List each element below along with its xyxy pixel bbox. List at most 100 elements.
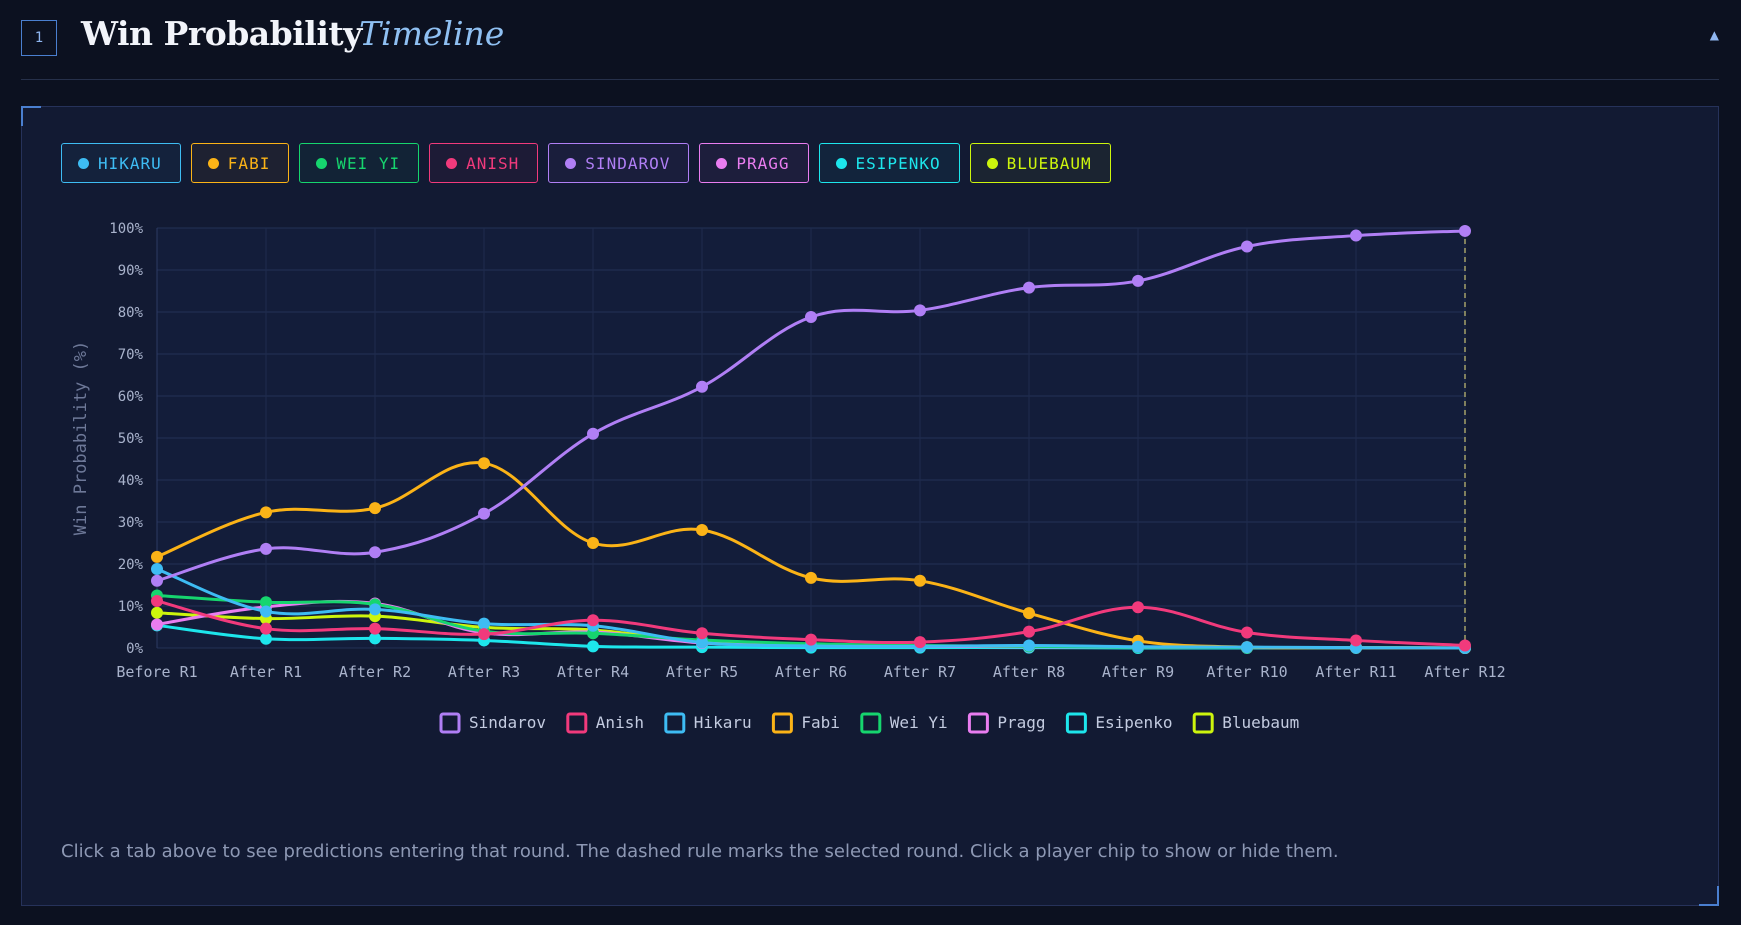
chart-panel: HIKARU FABI WEI YI ANISH SINDAROV PRAGG ESIPEN…: [21, 106, 1719, 906]
data-point-fabi: [587, 537, 599, 549]
data-point-sindarov: [914, 304, 926, 317]
chip-label: SINDAROV: [585, 153, 671, 173]
data-point-sindarov: [478, 507, 490, 520]
data-point-sindarov: [1350, 229, 1362, 242]
data-point-hikaru: [1023, 639, 1035, 652]
section-number: 1: [21, 20, 57, 56]
x-tick-label: After R7: [884, 663, 956, 681]
data-point-sindarov: [1023, 281, 1035, 294]
data-point-bluebaum: [151, 606, 163, 619]
legend-label-sindarov[interactable]: Sindarov: [469, 713, 546, 732]
legend-swatch-hikaru[interactable]: [664, 712, 686, 734]
dot-icon: [835, 157, 847, 169]
legend-label-fabi[interactable]: Fabi: [801, 713, 840, 732]
legend-swatch-bluebaum[interactable]: [1192, 712, 1214, 734]
page-subtitle: Timeline: [359, 14, 505, 53]
legend-swatch-sindarov[interactable]: [439, 712, 461, 734]
legend-label-wei-yi[interactable]: Wei Yi: [890, 713, 948, 732]
help-text: Click a tab above to see predictions ent…: [61, 841, 1339, 862]
legend-label-hikaru[interactable]: Hikaru: [694, 713, 752, 732]
player-chip-pragg[interactable]: PRAGG: [699, 143, 809, 183]
legend-label-esipenko[interactable]: Esipenko: [1095, 713, 1172, 732]
data-point-hikaru: [1132, 640, 1144, 653]
legend-label-bluebaum[interactable]: Bluebaum: [1222, 713, 1299, 732]
y-tick-label: 30%: [118, 515, 144, 531]
data-point-hikaru: [478, 617, 490, 630]
data-point-fabi: [151, 550, 163, 563]
legend-swatch-anish[interactable]: [566, 712, 588, 734]
data-point-anish: [1132, 601, 1144, 614]
y-tick-label: 70%: [118, 347, 144, 363]
legend-swatch-wei-yi[interactable]: [860, 712, 882, 734]
data-point-hikaru: [696, 636, 708, 649]
x-tick-label: After R10: [1206, 663, 1287, 681]
data-point-fabi: [805, 571, 817, 584]
data-point-sindarov: [587, 427, 599, 440]
data-point-hikaru: [369, 603, 381, 616]
data-point-sindarov: [1241, 240, 1253, 253]
x-tick-label: Before R1: [116, 663, 197, 681]
chip-label: FABI: [227, 153, 271, 173]
corner-accent: [1699, 886, 1719, 906]
player-chip-wei-yi[interactable]: WEI YI: [299, 143, 420, 183]
data-point-sindarov: [151, 574, 163, 587]
data-point-sindarov: [369, 546, 381, 559]
dot-icon: [207, 157, 219, 169]
data-point-anish: [1023, 625, 1035, 638]
data-point-fabi: [696, 523, 708, 536]
data-point-anish: [478, 628, 490, 641]
data-point-anish: [805, 633, 817, 646]
chip-label: PRAGG: [736, 153, 790, 173]
data-point-anish: [1459, 639, 1471, 652]
y-tick-label: 80%: [118, 305, 144, 321]
player-chip-anish[interactable]: ANISH: [429, 143, 539, 183]
data-point-esipenko: [260, 632, 272, 645]
x-tick-label: After R6: [775, 663, 847, 681]
x-tick-label: After R5: [666, 663, 738, 681]
data-point-fabi: [478, 457, 490, 470]
legend-swatch-pragg[interactable]: [967, 712, 989, 734]
data-point-esipenko: [587, 640, 599, 653]
y-tick-label: 0%: [126, 641, 143, 657]
legend-swatch-fabi[interactable]: [771, 712, 793, 734]
dot-icon: [716, 157, 728, 169]
x-tick-label: After R2: [339, 663, 411, 681]
data-point-hikaru: [151, 563, 163, 576]
chip-label: HIKARU: [98, 153, 162, 173]
data-point-anish: [914, 636, 926, 649]
data-point-fabi: [369, 502, 381, 515]
y-tick-label: 40%: [118, 473, 144, 489]
triangle-up-icon[interactable]: ▲: [1709, 28, 1719, 42]
x-tick-label: After R12: [1424, 663, 1505, 681]
data-point-anish: [260, 622, 272, 635]
legend-label-pragg[interactable]: Pragg: [997, 713, 1045, 732]
chip-label: ANISH: [466, 153, 520, 173]
x-tick-label: After R1: [230, 663, 302, 681]
data-point-fabi: [1023, 607, 1035, 620]
data-point-sindarov: [696, 380, 708, 393]
data-point-hikaru: [260, 605, 272, 618]
legend-swatch-esipenko[interactable]: [1065, 712, 1087, 734]
player-chip-hikaru[interactable]: HIKARU: [61, 143, 181, 183]
y-tick-label: 20%: [118, 557, 144, 573]
dot-icon: [565, 157, 577, 169]
section-header: 1 Win Probability Timeline ▲: [21, 0, 1719, 80]
player-chip-fabi[interactable]: FABI: [190, 143, 290, 183]
legend-label-anish[interactable]: Anish: [596, 713, 644, 732]
dot-icon: [316, 157, 328, 169]
x-tick-label: After R4: [557, 663, 629, 681]
player-chip-esipenko[interactable]: ESIPENKO: [818, 143, 960, 183]
player-chips: HIKARU FABI WEI YI ANISH SINDAROV PRAGG ESIPEN…: [61, 143, 1111, 183]
corner-accent: [21, 106, 41, 126]
data-point-pragg: [151, 618, 163, 631]
data-point-anish: [696, 627, 708, 640]
data-point-esipenko: [369, 632, 381, 645]
data-point-sindarov: [260, 542, 272, 555]
data-point-sindarov: [1459, 224, 1471, 237]
dot-icon: [986, 157, 998, 169]
data-point-wei-yi: [260, 596, 272, 609]
player-chip-sindarov[interactable]: SINDAROV: [548, 143, 690, 183]
win-probability-chart: 0% 10% 20% 30% 40% 50% 60% 70% 80% 90% 100% Before …: [71, 221, 1506, 734]
player-chip-bluebaum[interactable]: BLUEBAUM: [969, 143, 1111, 183]
chip-label: WEI YI: [336, 153, 401, 173]
